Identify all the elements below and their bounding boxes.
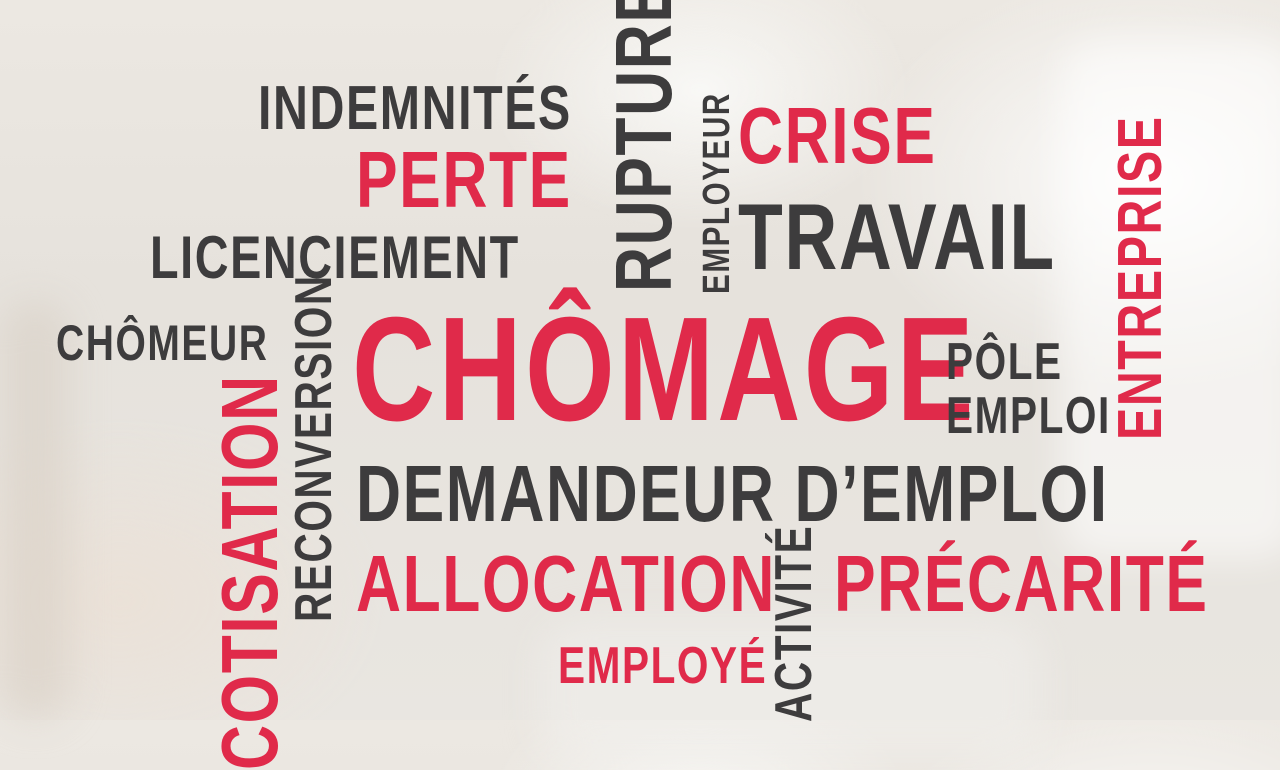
word-employeur: EMPLOYEUR xyxy=(696,92,738,294)
word-licenciement: LICENCIEMENT xyxy=(150,224,520,291)
word-cotisation: COTISATION xyxy=(205,374,294,770)
word-cloud: INDEMNITÉS PERTE CRISE TRAVAIL LICENCIEM… xyxy=(56,0,1209,770)
background-blur-left xyxy=(0,300,70,720)
word-entreprise: ENTREPRISE xyxy=(1106,115,1175,440)
word-travail: TRAVAIL xyxy=(738,184,1056,289)
word-demandeur-demploi: DEMANDEUR D’EMPLOI xyxy=(356,449,1109,538)
word-indemnites: INDEMNITÉS xyxy=(258,74,572,143)
word-chomeur: CHÔMEUR xyxy=(56,315,269,371)
word-allocation: ALLOCATION xyxy=(356,539,776,628)
word-pole: PÔLE xyxy=(946,333,1063,391)
word-chomage: CHÔMAGE xyxy=(352,287,977,452)
background-blur-light xyxy=(1060,40,1280,560)
word-crise: CRISE xyxy=(738,91,937,180)
word-perte: PERTE xyxy=(356,135,572,224)
word-rupture: RUPTURE xyxy=(599,0,688,292)
word-employe: EMPLOYÉ xyxy=(558,637,768,695)
word-emploi: EMPLOI xyxy=(946,387,1111,445)
word-precarite: PRÉCARITÉ xyxy=(834,539,1209,628)
word-activite: ACTIVITÉ xyxy=(765,524,823,722)
word-reconversion: RECONVERSION xyxy=(285,274,343,622)
